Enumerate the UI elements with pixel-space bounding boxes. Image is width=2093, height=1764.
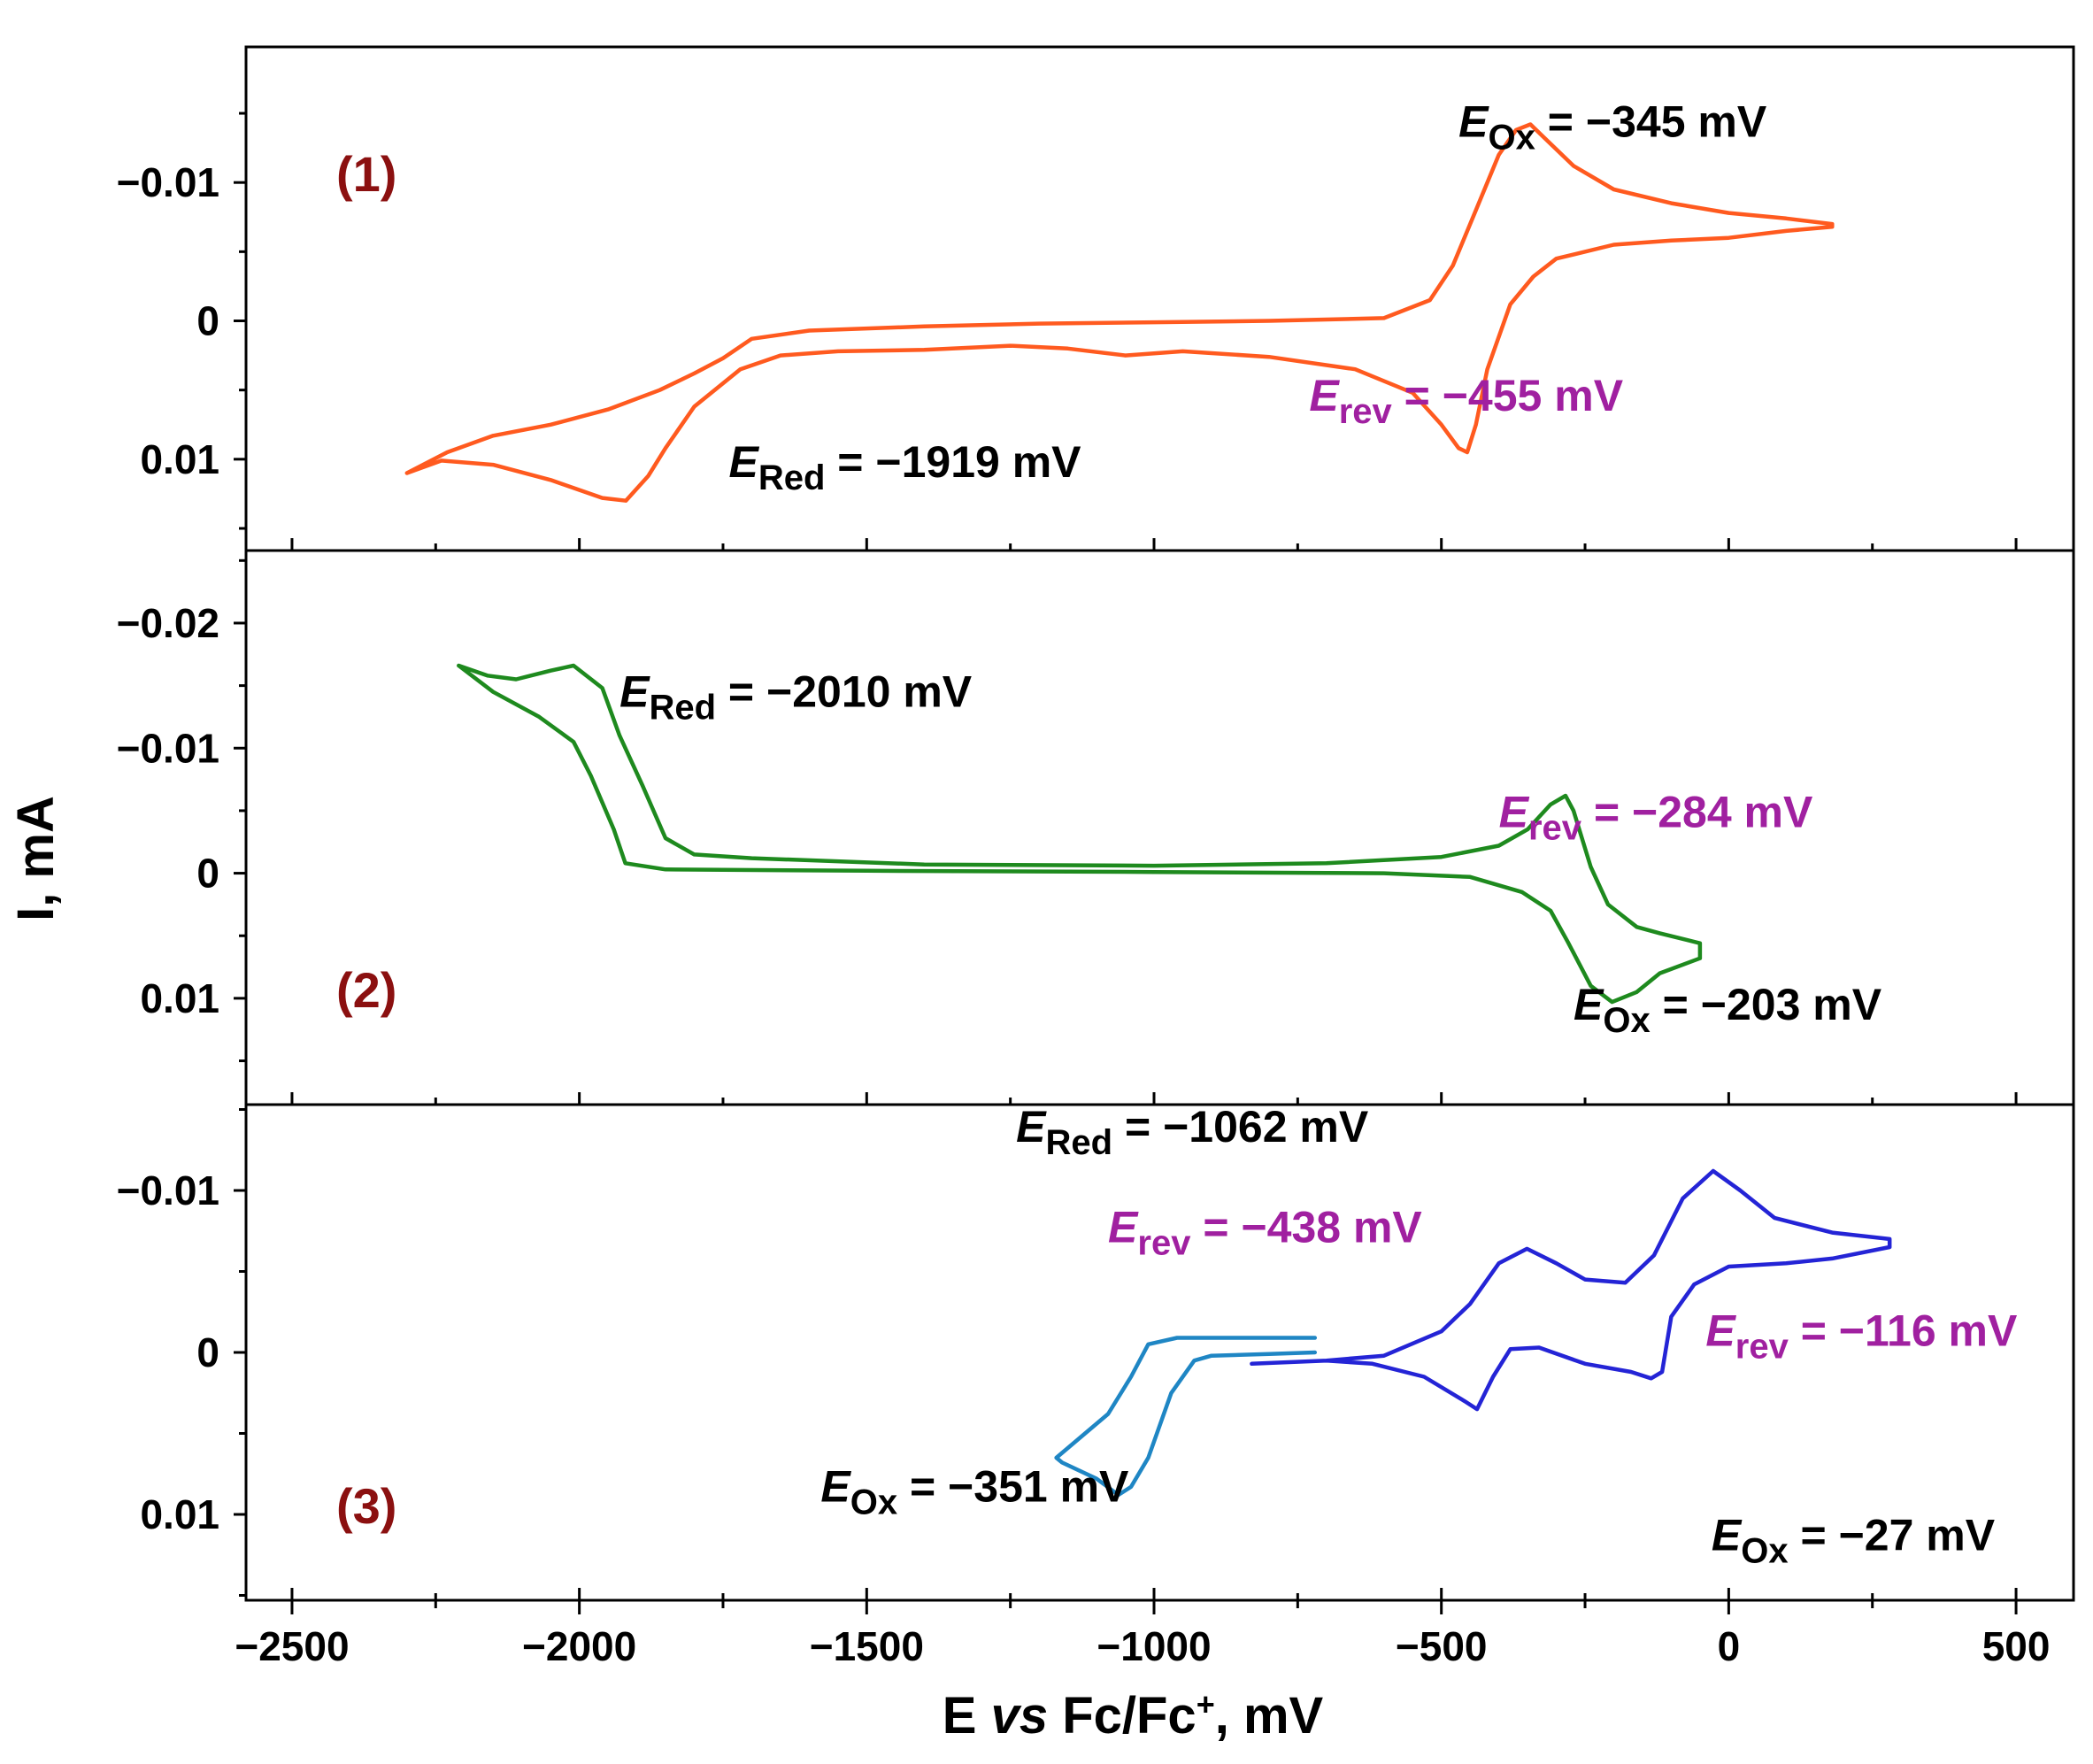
panel-3-annotation-5: ERed = −1062 mV	[1016, 1102, 1369, 1162]
x-axis-title: E vs Fc/Fc+, mV	[943, 1686, 1324, 1745]
panel-3-annotation-1: EOx = −27 mV	[1712, 1510, 1996, 1570]
annotation-subscript: Ox	[1741, 1531, 1788, 1570]
annotation-value: = −1062 mV	[1112, 1102, 1369, 1152]
annotation-value: = −116 mV	[1789, 1306, 2018, 1356]
panel-2-annotation-1: EOx = −203 mV	[1574, 980, 1882, 1040]
annotation-subscript: Red	[649, 689, 716, 728]
annotation-value: = −345 mV	[1535, 97, 1767, 147]
panel-3-annotation-3: Erev = −116 mV	[1705, 1306, 2018, 1367]
panel-2-annotation-3: ERed = −2010 mV	[619, 667, 973, 728]
panel-3-y-tick-label: −0.01	[117, 1167, 219, 1213]
annotation-subscript: rev	[1735, 1328, 1789, 1367]
annotation-subscript: rev	[1339, 392, 1393, 431]
x-axis-title-pre: E	[943, 1687, 991, 1745]
x-tick-label: 0	[1718, 1623, 1741, 1669]
annotation-value: = −2010 mV	[716, 667, 973, 717]
x-tick-label: −2500	[235, 1623, 349, 1669]
annotation-value: = −1919 mV	[825, 437, 1081, 487]
panel-3-series-2	[1054, 1336, 1318, 1498]
panel-2-annotation-2: Erev = −284 mV	[1499, 787, 1813, 847]
panel-1-series-1	[404, 122, 1835, 503]
annotation-symbol: E	[1574, 980, 1604, 1029]
annotation-subscript: Ox	[1603, 1001, 1650, 1040]
annotation-symbol: E	[1705, 1306, 1736, 1356]
panel-2-y-tick-label: 0	[196, 851, 219, 897]
panel-3-annotation-2: EOx = −351 mV	[820, 1461, 1129, 1521]
panel-1-label: (1)	[336, 146, 396, 202]
x-axis-title-italic: vs	[991, 1687, 1049, 1745]
x-axis-title-post: Fc/Fc	[1048, 1687, 1197, 1745]
x-tick-label: −1000	[1097, 1623, 1211, 1669]
panel-2-y-tick-label: −0.02	[117, 600, 219, 646]
panel-1-annotation-2: Erev = −455 mV	[1309, 371, 1623, 431]
panel-3-label: (3)	[336, 1478, 396, 1534]
panel-1-y-tick-label: 0	[196, 298, 219, 344]
annotation-subscript: rev	[1528, 808, 1582, 847]
panel-1-annotation-1: EOx = −345 mV	[1458, 97, 1767, 158]
panel-1-y-tick-label: −0.01	[117, 159, 219, 205]
x-tick-label: −2000	[522, 1623, 636, 1669]
annotation-value: = −455 mV	[1392, 371, 1624, 420]
x-axis-title-sup: +	[1197, 1686, 1215, 1722]
x-tick-label: −1500	[810, 1623, 924, 1669]
annotation-subscript: Red	[1046, 1123, 1113, 1162]
annotation-subscript: Ox	[1489, 119, 1535, 158]
panel-2-y-tick-label: −0.01	[117, 725, 219, 771]
annotation-symbol: E	[1016, 1102, 1047, 1152]
panel-2-series-1	[457, 663, 1703, 1005]
y-axis-title: I, mA	[7, 796, 65, 921]
annotation-value: = −27 mV	[1789, 1510, 1996, 1560]
annotation-subscript: Ox	[850, 1483, 897, 1521]
annotation-symbol: E	[1309, 371, 1340, 420]
x-tick-label: 500	[1982, 1623, 2051, 1669]
panel-2-label: (2)	[336, 962, 396, 1018]
annotation-symbol: E	[1499, 787, 1530, 836]
panel-3-y-tick-label: 0.01	[140, 1491, 219, 1537]
annotation-symbol: E	[1458, 97, 1489, 147]
x-axis: −2500 −2000 −1500 −1000 −500 0 500	[235, 1600, 2050, 1669]
annotation-value: = −438 mV	[1190, 1203, 1422, 1252]
annotation-symbol: E	[619, 667, 650, 717]
annotation-value: = −203 mV	[1651, 980, 1882, 1029]
annotation-value: = −284 mV	[1581, 787, 1813, 836]
annotation-symbol: E	[728, 437, 759, 487]
panel-1-y-tick-label: 0.01	[140, 436, 219, 482]
annotation-value: = −351 mV	[897, 1461, 1129, 1511]
annotation-symbol: E	[820, 1461, 851, 1511]
annotation-subscript: Red	[758, 458, 826, 497]
panel-1-frame	[244, 45, 2075, 552]
annotation-subscript: rev	[1137, 1224, 1191, 1263]
annotation-symbol: E	[1712, 1510, 1743, 1560]
panel-2-y-tick-label: 0.01	[140, 975, 219, 1021]
x-axis-title-tail: , mV	[1215, 1687, 1324, 1745]
x-tick-label: −500	[1396, 1623, 1488, 1669]
panel-3-series-1	[1250, 1168, 1892, 1412]
annotation-symbol: E	[1108, 1203, 1139, 1252]
panel-3-y-tick-label: 0	[196, 1329, 219, 1375]
panel-1-annotation-3: ERed = −1919 mV	[728, 437, 1081, 497]
panel-3-annotation-4: Erev = −438 mV	[1108, 1203, 1422, 1263]
